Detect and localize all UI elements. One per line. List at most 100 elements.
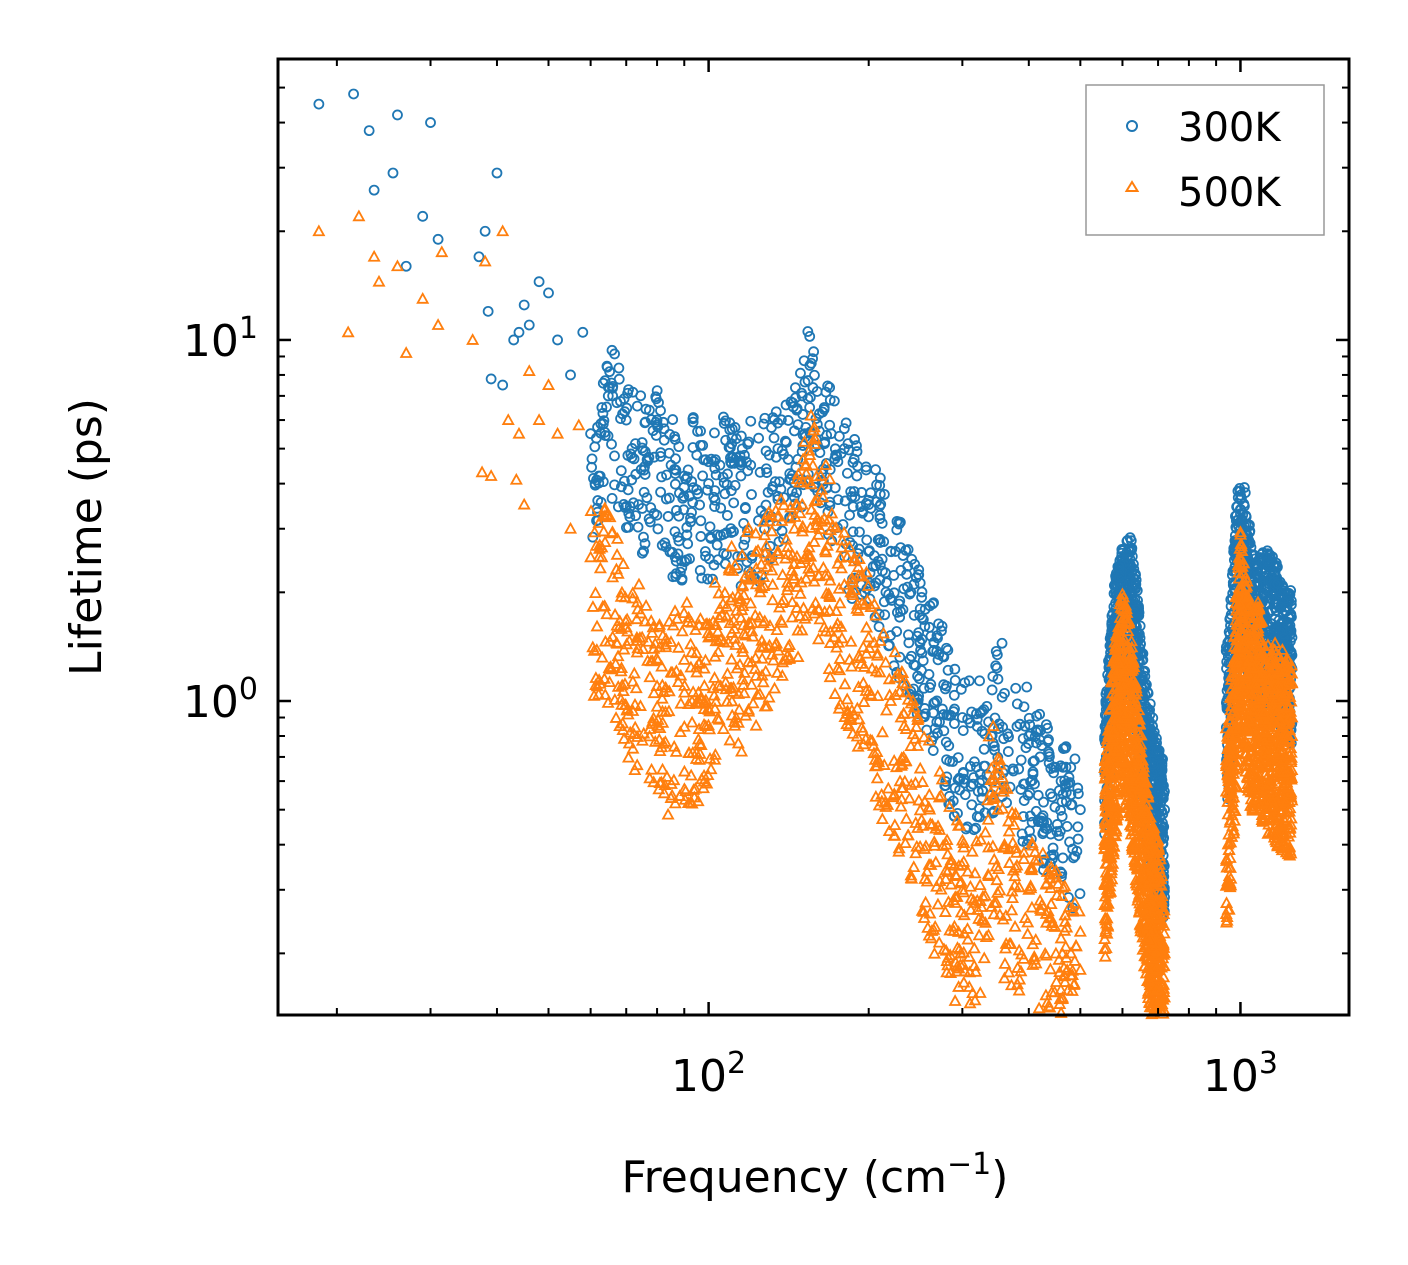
point-300K	[831, 450, 843, 462]
point-300K	[936, 703, 948, 715]
point-300K	[615, 465, 627, 477]
point-500K	[753, 610, 767, 623]
point-300K	[1282, 589, 1294, 601]
point-300K	[711, 539, 723, 551]
point-500K	[685, 715, 699, 728]
point-500K	[879, 655, 893, 668]
point-500K	[909, 720, 923, 732]
point-300K	[606, 493, 618, 504]
point-500K	[950, 941, 965, 953]
point-500K	[664, 635, 678, 647]
point-500K	[838, 677, 852, 690]
point-500K	[901, 828, 915, 841]
point-300K	[387, 167, 399, 179]
point-300K	[925, 678, 937, 690]
point-500K	[931, 897, 945, 910]
point-500K	[1013, 972, 1027, 985]
point-500K	[897, 706, 911, 719]
point-500K	[596, 509, 610, 522]
point-500K	[621, 750, 636, 763]
point-500K	[708, 575, 722, 588]
point-300K	[485, 373, 497, 385]
point-500K	[894, 799, 908, 812]
point-500K	[835, 540, 849, 553]
point-300K	[998, 733, 1010, 745]
point-300K	[755, 505, 767, 517]
point-500K	[715, 608, 729, 621]
point-500K	[827, 630, 841, 643]
point-300K	[592, 495, 604, 506]
point-500K	[922, 787, 936, 800]
point-500K	[996, 801, 1010, 814]
point-500K	[630, 612, 644, 625]
point-300K	[1027, 756, 1039, 768]
point-500K	[842, 652, 857, 665]
point-500K	[698, 653, 713, 666]
point-500K	[655, 678, 669, 691]
point-300K	[1011, 698, 1023, 710]
point-500K	[1034, 904, 1048, 916]
point-300K	[704, 521, 716, 533]
point-300K	[856, 487, 868, 498]
point-300K	[908, 578, 920, 590]
point-500K	[997, 971, 1012, 984]
point-500K	[833, 663, 847, 676]
point-500K	[833, 652, 847, 664]
point-500K	[825, 506, 839, 519]
point-500K	[645, 762, 659, 775]
point-300K	[595, 418, 607, 430]
point-500K	[765, 563, 779, 576]
point-300K	[741, 456, 752, 468]
point-500K	[617, 732, 631, 744]
point-300K	[661, 469, 672, 481]
point-300K	[710, 454, 721, 466]
point-300K	[618, 499, 630, 510]
point-500K	[712, 712, 726, 725]
point-300K	[942, 664, 954, 676]
point-500K	[1153, 886, 1167, 899]
point-300K	[864, 567, 876, 579]
point-300K	[810, 413, 822, 424]
point-500K	[1128, 710, 1143, 722]
point-300K	[879, 609, 891, 621]
point-300K	[645, 502, 657, 514]
point-500K	[999, 937, 1013, 949]
point-500K	[1000, 782, 1014, 794]
point-300K	[1024, 719, 1036, 731]
point-300K	[802, 393, 814, 405]
point-500K	[993, 883, 1007, 896]
point-500K	[794, 575, 808, 588]
point-300K	[594, 470, 606, 482]
point-300K	[938, 725, 950, 737]
point-500K	[614, 664, 628, 677]
point-300K	[986, 684, 998, 696]
point-500K	[512, 426, 526, 439]
point-500K	[879, 703, 893, 716]
point-500K	[754, 557, 768, 570]
point-500K	[1128, 679, 1142, 691]
point-500K	[1007, 818, 1021, 830]
point-300K	[400, 260, 412, 272]
point-500K	[755, 651, 769, 664]
point-300K	[1270, 621, 1282, 633]
point-500K	[878, 796, 892, 808]
point-300K	[432, 233, 444, 245]
point-500K	[791, 623, 805, 636]
point-300K	[1036, 815, 1048, 827]
point-300K	[682, 538, 694, 550]
point-500K	[541, 378, 556, 390]
point-300K	[874, 537, 886, 548]
point-500K	[671, 640, 686, 653]
point-500K	[998, 957, 1012, 969]
point-300K	[917, 655, 929, 667]
point-300K	[1047, 842, 1059, 854]
point-300K	[805, 357, 817, 369]
point-500K	[975, 912, 989, 925]
point-300K	[1013, 763, 1025, 775]
point-500K	[1103, 717, 1117, 730]
point-500K	[832, 581, 846, 594]
point-500K	[616, 723, 630, 735]
point-500K	[626, 674, 640, 687]
point-300K	[724, 417, 736, 429]
point-500K	[1137, 836, 1151, 848]
